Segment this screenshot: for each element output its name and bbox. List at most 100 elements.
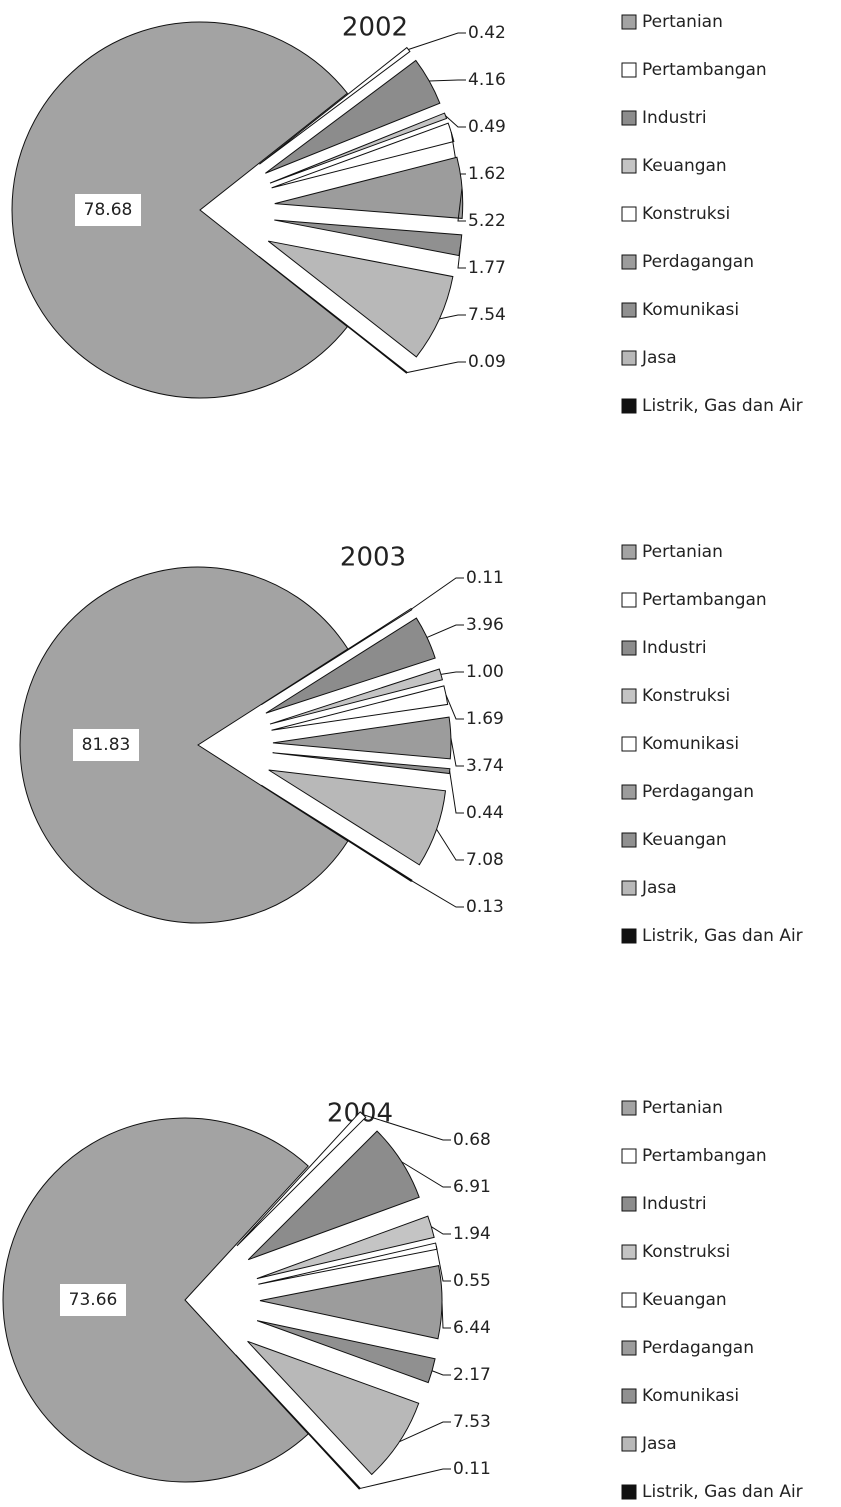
label-box — [73, 729, 139, 761]
legend-label: Industri — [642, 108, 707, 128]
legend-swatch — [621, 736, 637, 752]
leader-line — [411, 577, 464, 610]
data-label: 7.08 — [466, 850, 504, 870]
legend-swatch — [621, 1100, 637, 1116]
legend-swatch — [621, 592, 637, 608]
legend-label: Listrik, Gas dan Air — [642, 926, 803, 946]
legend-swatch — [621, 640, 637, 656]
data-label: 1.00 — [466, 662, 504, 682]
leader-line — [362, 1114, 451, 1141]
legend-swatch — [621, 1148, 637, 1164]
legend-label: Komunikasi — [642, 300, 739, 320]
data-label: 7.53 — [453, 1412, 491, 1432]
pie-slice — [2, 1117, 309, 1483]
legend-label: Keuangan — [642, 1290, 727, 1310]
legend-swatch — [621, 1340, 637, 1356]
data-label: 5.22 — [468, 211, 506, 231]
leader-line — [439, 314, 466, 320]
chart-title: 2002 — [342, 13, 408, 43]
data-label: 0.55 — [453, 1271, 491, 1291]
pie-slice — [259, 46, 411, 165]
data-label: 0.09 — [468, 352, 506, 372]
legend-swatch — [621, 206, 637, 222]
pie-slice — [265, 59, 441, 174]
data-label: 4.16 — [468, 70, 506, 90]
data-label: 0.11 — [466, 568, 504, 588]
pie-slice — [19, 566, 349, 924]
leader-line — [445, 115, 466, 128]
legend-label: Pertanian — [642, 12, 723, 32]
legend-label: Industri — [642, 638, 707, 658]
pie-slice — [11, 21, 349, 399]
leader-line — [406, 361, 466, 374]
legend-swatch — [621, 832, 637, 848]
pie-slice — [272, 752, 451, 775]
leader-line — [429, 79, 466, 82]
label-box — [60, 1284, 126, 1316]
legend-swatch — [621, 1244, 637, 1260]
leader-line — [457, 245, 466, 269]
pie-slice — [256, 1320, 436, 1384]
data-label: 0.49 — [468, 117, 506, 137]
leader-line — [436, 829, 464, 861]
legend-swatch — [621, 544, 637, 560]
legend-swatch — [621, 1292, 637, 1308]
data-label: 7.54 — [468, 305, 506, 325]
legend-label: Keuangan — [642, 156, 727, 176]
legend-swatch — [621, 158, 637, 174]
legend-label: Pertambangan — [642, 1146, 767, 1166]
leader-line — [426, 624, 464, 638]
legend-swatch — [621, 398, 637, 414]
legend-swatch — [621, 110, 637, 126]
leader-line — [435, 1246, 451, 1282]
legend-swatch — [621, 928, 637, 944]
legend-label: Perdagangan — [642, 252, 754, 272]
legend-label: Konstruksi — [642, 204, 730, 224]
legend-label: Pertambangan — [642, 590, 767, 610]
legend-label: Pertambangan — [642, 60, 767, 80]
legend-label: Listrik, Gas dan Air — [642, 396, 803, 416]
data-label: 1.62 — [468, 164, 506, 184]
data-label: 6.91 — [453, 1177, 491, 1197]
data-label: 0.11 — [453, 1459, 491, 1479]
legend-label: Jasa — [641, 348, 677, 368]
leader-line — [431, 1226, 451, 1235]
leader-line — [401, 1161, 451, 1188]
data-label: 3.96 — [466, 615, 504, 635]
data-label: 1.69 — [466, 709, 504, 729]
legend-label: Listrik, Gas dan Air — [642, 1482, 803, 1502]
pie-slice — [259, 1264, 443, 1340]
data-label: 0.68 — [453, 1130, 491, 1150]
legend-label: Konstruksi — [642, 1242, 730, 1262]
chart-title: 2003 — [340, 543, 406, 573]
leader-line — [408, 32, 466, 50]
data-label: 3.74 — [466, 756, 504, 776]
leader-line — [445, 694, 464, 720]
data-label: 0.13 — [466, 897, 504, 917]
legend-swatch — [621, 350, 637, 366]
legend-swatch — [621, 254, 637, 270]
data-label: 1.77 — [468, 258, 506, 278]
leader-line — [440, 671, 464, 675]
leader-line — [449, 771, 464, 814]
pie-slice — [274, 156, 464, 219]
leader-line — [457, 187, 466, 222]
legend-label: Jasa — [641, 1434, 677, 1454]
legend-label: Keuangan — [642, 830, 727, 850]
legend-swatch — [621, 1484, 637, 1500]
leader-line — [411, 880, 464, 908]
leader-line — [450, 737, 464, 767]
data-label: 73.66 — [69, 1290, 118, 1310]
legend-swatch — [621, 880, 637, 896]
pie-slice — [269, 112, 448, 184]
legend-swatch — [621, 1436, 637, 1452]
data-label: 78.68 — [84, 200, 133, 220]
pie-slice — [267, 240, 454, 358]
legend-swatch — [621, 14, 637, 30]
leader-line — [399, 1421, 451, 1443]
leader-line — [359, 1468, 451, 1490]
leader-line — [441, 1302, 451, 1329]
legend-swatch — [621, 784, 637, 800]
legend-swatch — [621, 62, 637, 78]
